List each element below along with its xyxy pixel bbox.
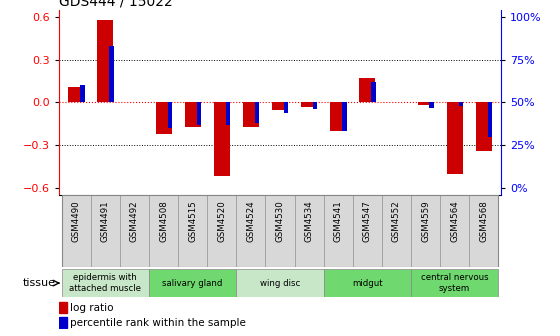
- Text: tissue: tissue: [23, 278, 56, 288]
- Text: GSM4534: GSM4534: [305, 201, 314, 242]
- Bar: [447, 102, 463, 174]
- Bar: [313, 102, 318, 109]
- Bar: [342, 102, 347, 131]
- Text: GSM4564: GSM4564: [450, 201, 459, 242]
- Bar: [324, 195, 353, 267]
- Text: GSM4541: GSM4541: [334, 201, 343, 242]
- Bar: [411, 195, 440, 267]
- Text: GSM4568: GSM4568: [479, 201, 488, 242]
- Bar: [330, 102, 346, 131]
- Bar: [284, 102, 288, 113]
- Bar: [120, 195, 149, 267]
- Bar: [459, 102, 463, 106]
- Bar: [469, 195, 498, 267]
- Text: wing disc: wing disc: [260, 279, 300, 288]
- Bar: [62, 195, 91, 267]
- Bar: [301, 102, 317, 107]
- Text: salivary gland: salivary gland: [162, 279, 223, 288]
- Text: epidermis with
attached muscle: epidermis with attached muscle: [69, 274, 141, 293]
- Text: midgut: midgut: [352, 279, 382, 288]
- Text: GSM4490: GSM4490: [72, 201, 81, 242]
- Bar: [91, 195, 120, 267]
- Bar: [62, 269, 149, 297]
- Bar: [272, 102, 288, 110]
- Bar: [167, 102, 172, 128]
- Text: GSM4552: GSM4552: [392, 201, 401, 242]
- Text: GSM4559: GSM4559: [421, 201, 430, 242]
- Bar: [382, 195, 411, 267]
- Bar: [255, 102, 259, 123]
- Bar: [418, 102, 433, 105]
- Bar: [411, 269, 498, 297]
- Bar: [156, 102, 171, 134]
- Bar: [476, 102, 492, 151]
- Bar: [236, 269, 324, 297]
- Bar: [214, 102, 230, 176]
- Bar: [149, 195, 178, 267]
- Bar: [185, 102, 200, 127]
- Bar: [440, 195, 469, 267]
- Text: GSM4492: GSM4492: [130, 201, 139, 242]
- Bar: [265, 195, 295, 267]
- Text: log ratio: log ratio: [70, 302, 113, 312]
- Text: GSM4491: GSM4491: [101, 201, 110, 242]
- Bar: [80, 85, 85, 102]
- Bar: [430, 102, 434, 108]
- Bar: [360, 78, 375, 102]
- Bar: [226, 102, 230, 125]
- Text: GDS444 / 15022: GDS444 / 15022: [59, 0, 172, 9]
- Bar: [97, 20, 113, 102]
- Bar: [68, 87, 84, 102]
- Text: GSM4508: GSM4508: [159, 201, 168, 242]
- Bar: [149, 269, 236, 297]
- Text: central nervous
system: central nervous system: [421, 274, 488, 293]
- Bar: [371, 82, 376, 102]
- Bar: [197, 102, 201, 125]
- Text: GSM4524: GSM4524: [246, 201, 255, 242]
- Bar: [295, 195, 324, 267]
- Bar: [207, 195, 236, 267]
- Bar: [59, 317, 67, 328]
- Text: GSM4530: GSM4530: [276, 201, 284, 242]
- Bar: [59, 302, 67, 312]
- Text: GSM4547: GSM4547: [363, 201, 372, 242]
- Bar: [236, 195, 265, 267]
- Text: GSM4515: GSM4515: [188, 201, 197, 242]
- Bar: [324, 269, 411, 297]
- Bar: [353, 195, 382, 267]
- Bar: [243, 102, 259, 127]
- Bar: [178, 195, 207, 267]
- Text: percentile rank within the sample: percentile rank within the sample: [70, 318, 246, 328]
- Text: GSM4520: GSM4520: [217, 201, 226, 242]
- Bar: [109, 46, 114, 102]
- Bar: [488, 102, 492, 137]
